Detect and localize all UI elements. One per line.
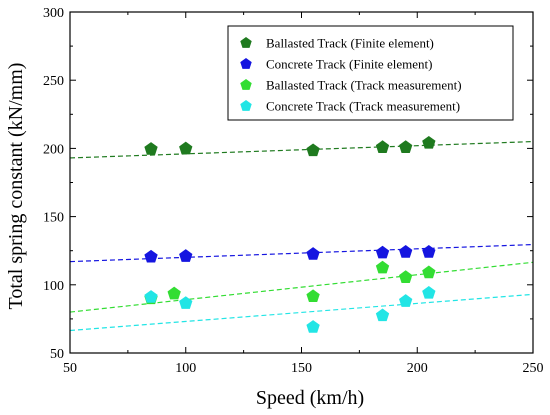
legend-marker [240, 79, 252, 90]
series-2 [70, 243, 533, 263]
data-point [306, 247, 320, 260]
data-point [375, 140, 390, 153]
legend-marker [240, 37, 252, 48]
legend-item: Ballasted Track (Track measurement) [240, 78, 462, 93]
legend-label: Ballasted Track (Finite element) [266, 36, 434, 51]
y-tick-label: 250 [43, 74, 64, 89]
trend-line-2 [70, 243, 533, 263]
data-point [375, 245, 390, 259]
trend-line-4 [70, 293, 533, 332]
data-point [144, 249, 158, 263]
y-tick-label: 100 [43, 279, 64, 294]
data-point [399, 245, 413, 258]
x-tick-label: 100 [175, 361, 196, 376]
series-3 [70, 260, 533, 313]
data-point [144, 142, 158, 155]
data-point [375, 308, 390, 322]
trend-line-1 [70, 140, 533, 159]
axes: 50 100 150 200 250 50 100 150 200 250 300 [43, 6, 544, 376]
data-point [375, 260, 390, 274]
legend: Ballasted Track (Finite element) Concrete… [227, 25, 514, 121]
data-point [422, 245, 436, 258]
data-point [399, 140, 413, 153]
y-tick-label: 300 [43, 6, 64, 21]
series-4 [70, 285, 533, 333]
x-tick-label: 150 [291, 361, 312, 376]
data-point [306, 289, 320, 303]
data-point [422, 135, 436, 149]
plot-area [70, 135, 533, 333]
legend-label: Concrete Track (Track measurement) [266, 99, 460, 114]
data-point [167, 286, 181, 300]
legend-label: Ballasted Track (Track measurement) [266, 78, 462, 93]
y-axis-title: Total spring constant (kN/mm) [5, 63, 27, 310]
legend-marker [240, 58, 252, 69]
data-point [399, 294, 413, 307]
legend-box [227, 25, 514, 121]
x-axis-title: Speed (km/h) [256, 387, 364, 409]
legend-label: Concrete Track (Finite element) [266, 57, 432, 72]
data-point [422, 285, 436, 299]
data-point [179, 249, 193, 262]
data-point [179, 296, 193, 309]
x-tick-label: 250 [523, 361, 544, 376]
data-point [144, 290, 158, 303]
trend-line-3 [70, 261, 533, 313]
data-point [422, 265, 436, 279]
series-1 [70, 135, 533, 159]
data-point [179, 141, 193, 155]
data-point [306, 320, 320, 333]
legend-item: Concrete Track (Finite element) [240, 57, 432, 72]
data-point [306, 143, 320, 157]
legend-item: Concrete Track (Track measurement) [240, 99, 460, 114]
legend-marker [240, 100, 252, 111]
y-tick-label: 150 [43, 211, 64, 226]
data-point [399, 270, 413, 283]
y-tick-label: 200 [43, 142, 64, 157]
legend-item: Ballasted Track (Finite element) [240, 36, 434, 51]
x-tick-label: 50 [63, 361, 77, 376]
x-tick-label: 200 [407, 361, 428, 376]
y-tick-label: 50 [50, 347, 64, 362]
